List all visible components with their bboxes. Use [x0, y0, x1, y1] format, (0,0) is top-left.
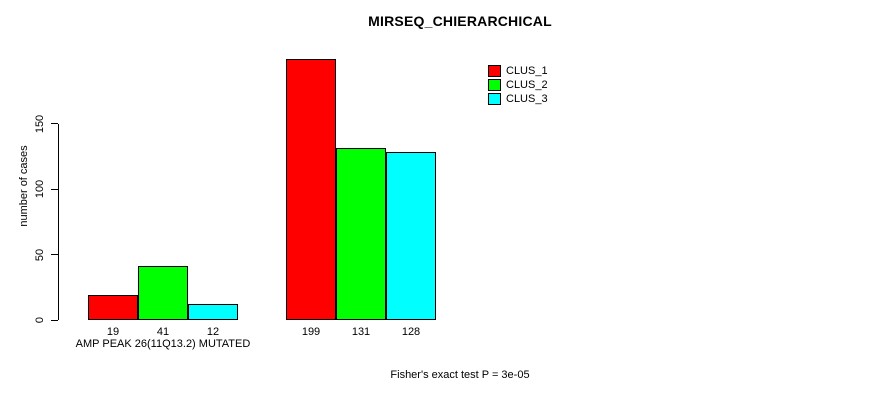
- y-axis-tick: [51, 188, 58, 190]
- bar-clus_3-group2: [386, 152, 436, 320]
- legend-item-clus_2: CLUS_2: [488, 78, 548, 92]
- y-axis-tick: [51, 319, 58, 321]
- legend-swatch-clus_1: [488, 65, 501, 77]
- y-axis-tick: [51, 254, 58, 255]
- bar-value-label: 128: [401, 326, 421, 338]
- x-axis-group-label: AMP PEAK 26(11Q13.2) MUTATED: [75, 338, 251, 350]
- y-axis-tick: [51, 123, 58, 124]
- bar-clus_1-group1: [88, 295, 138, 320]
- bar-clus_2-group1: [138, 266, 188, 320]
- y-axis-tick-label: 150: [34, 114, 46, 133]
- bar-value-label: 131: [351, 326, 371, 338]
- y-axis-tick-label: 100: [34, 179, 46, 199]
- chart-title: MIRSEQ_CHIERARCHICAL: [368, 13, 552, 29]
- legend-swatch-clus_3: [488, 93, 501, 105]
- legend-item-clus_1: CLUS_1: [488, 64, 548, 78]
- legend-swatch-clus_2: [488, 79, 501, 91]
- legend-item-clus_3: CLUS_3: [488, 92, 548, 106]
- footnote-pvalue: Fisher's exact test P = 3e-05: [390, 369, 530, 381]
- bar-clus_1-group2: [286, 59, 336, 320]
- y-axis-tick-label: 0: [34, 316, 46, 324]
- bar-value-label: 41: [156, 326, 170, 338]
- bar-value-label: 12: [206, 326, 220, 338]
- bar-value-label: 19: [106, 326, 120, 338]
- legend-label: CLUS_3: [506, 93, 548, 105]
- legend: CLUS_1 CLUS_2 CLUS_3: [488, 64, 548, 106]
- y-axis-label: number of cases: [18, 145, 30, 227]
- legend-label: CLUS_2: [506, 79, 548, 91]
- y-axis-tick-label: 50: [34, 248, 46, 261]
- y-axis-line: [58, 123, 59, 320]
- bar-value-label: 199: [301, 326, 321, 338]
- bar-clus_2-group2: [336, 148, 386, 320]
- legend-label: CLUS_1: [506, 65, 548, 77]
- bar-clus_3-group1: [188, 304, 238, 320]
